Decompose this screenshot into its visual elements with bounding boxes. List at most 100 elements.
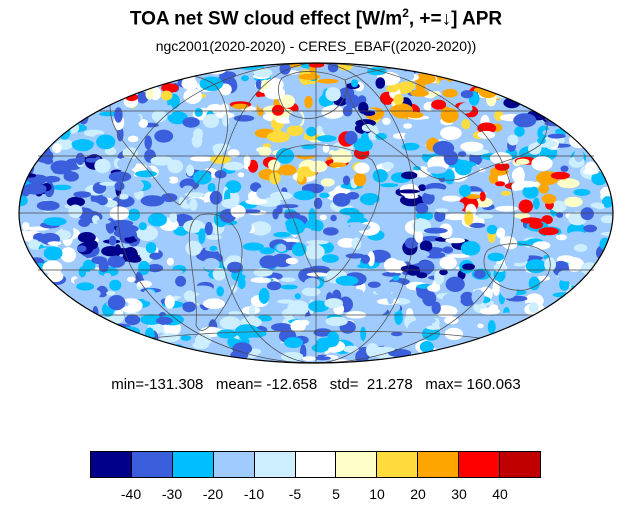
- field-patch: [415, 203, 429, 214]
- field-patch: [168, 176, 179, 184]
- field-patch: [32, 308, 47, 316]
- field-patch: [78, 80, 101, 92]
- field-patch: [25, 267, 41, 283]
- field-patch: [22, 352, 36, 362]
- field-patch: [525, 259, 547, 274]
- field-patch: [587, 135, 600, 145]
- field-patch: [185, 360, 209, 363]
- field-patch: [601, 196, 613, 208]
- field-patch: [109, 326, 118, 335]
- field-patch: [452, 347, 459, 359]
- field-patch: [19, 332, 31, 343]
- field-patch: [117, 157, 137, 171]
- field-patch: [34, 306, 58, 319]
- field-patch: [560, 165, 569, 172]
- field-patch: [23, 287, 40, 302]
- colorbar-swatch: [500, 452, 540, 477]
- field-patch: [110, 219, 134, 227]
- field-patch: [136, 280, 152, 288]
- colorbar-swatch: [254, 452, 296, 477]
- field-patch: [67, 324, 81, 339]
- field-patch: [276, 205, 283, 215]
- field-patch: [37, 329, 46, 339]
- field-patch: [99, 337, 124, 349]
- field-patch: [185, 240, 202, 256]
- field-patch: [142, 289, 156, 302]
- field-patch: [25, 173, 37, 178]
- field-patch: [328, 150, 336, 155]
- colorbar-swatch: [418, 452, 460, 477]
- field-patch: [495, 205, 518, 212]
- south-america: [188, 213, 243, 331]
- statistics-line: min=-131.308 mean= -12.658 std= 21.278 m…: [0, 376, 632, 393]
- field-patch: [504, 254, 515, 268]
- field-patch: [325, 316, 348, 327]
- field-patch: [345, 253, 365, 259]
- field-patch: [183, 219, 206, 233]
- field-patch: [425, 69, 439, 74]
- field-patch: [528, 276, 540, 291]
- field-patch: [561, 301, 576, 314]
- field-patch: [413, 166, 421, 171]
- field-patch: [516, 158, 530, 165]
- field-patch: [486, 224, 498, 235]
- field-patch: [293, 190, 316, 201]
- field-patch: [378, 217, 395, 225]
- field-patch: [404, 354, 415, 363]
- field-patch: [570, 83, 578, 92]
- colorbar-tick-label: 5: [332, 486, 340, 502]
- field-patch: [113, 228, 136, 238]
- field-patch: [112, 195, 135, 208]
- field-patch: [119, 331, 134, 342]
- field-patch: [421, 191, 435, 205]
- field-patch: [84, 332, 103, 346]
- field-patch: [255, 91, 262, 98]
- field-patch: [489, 82, 514, 89]
- field-patch: [444, 327, 464, 341]
- field-patch: [520, 217, 542, 224]
- field-patch: [528, 302, 539, 314]
- field-patch: [306, 126, 317, 137]
- field-patch: [115, 309, 124, 316]
- field-patch: [440, 126, 462, 140]
- field-patch: [413, 73, 436, 85]
- field-patch: [473, 269, 486, 279]
- stat-max: max= 160.063: [425, 376, 521, 393]
- field-patch: [19, 159, 29, 170]
- field-patch: [354, 162, 370, 174]
- field-patch: [509, 74, 526, 87]
- colorbar-tick-label: -10: [243, 486, 265, 502]
- field-patch: [304, 95, 313, 109]
- field-patch: [439, 269, 448, 276]
- field-patch: [353, 172, 367, 187]
- field-patch: [149, 76, 157, 82]
- field-patch: [268, 159, 281, 171]
- field-patch: [187, 359, 195, 363]
- field-patch: [604, 358, 612, 363]
- field-patch: [518, 199, 533, 213]
- field-patch: [569, 92, 584, 104]
- field-patch: [514, 126, 525, 137]
- field-patch: [264, 86, 286, 100]
- field-patch: [307, 89, 324, 100]
- field-patch: [443, 150, 459, 166]
- field-patch: [43, 175, 61, 183]
- africa: [273, 144, 380, 283]
- field-patch: [469, 222, 486, 228]
- field-patch: [536, 275, 551, 281]
- field-patch: [68, 101, 78, 116]
- field-patch: [546, 92, 566, 97]
- field-patch: [83, 201, 100, 210]
- field-patch: [439, 256, 457, 270]
- field-patch: [344, 130, 358, 145]
- field-patch: [499, 312, 516, 322]
- field-patch: [549, 319, 570, 327]
- field-patch: [170, 252, 188, 264]
- field-patch: [81, 93, 89, 106]
- field-patch: [491, 354, 509, 363]
- field-patch: [600, 79, 613, 95]
- field-patch: [465, 194, 481, 199]
- field-patch: [162, 347, 182, 354]
- field-patch: [367, 251, 375, 267]
- field-patch: [431, 301, 441, 315]
